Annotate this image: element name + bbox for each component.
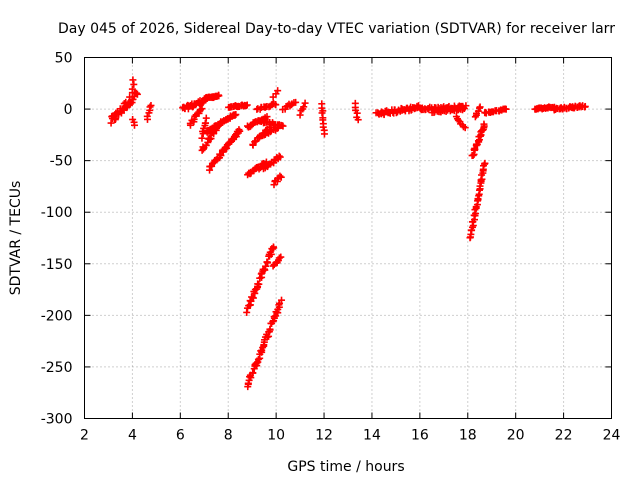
data-point: [275, 254, 283, 262]
chart-title: Day 045 of 2026, Sidereal Day-to-day VTE…: [58, 21, 615, 37]
grid: [84, 57, 612, 419]
data-point: [129, 76, 137, 84]
data-point: [215, 92, 223, 100]
data-point: [255, 280, 263, 288]
data-point: [244, 380, 252, 388]
data-point: [197, 106, 205, 114]
data-point: [481, 159, 489, 167]
y-tick-label: 50: [55, 51, 73, 67]
data-point: [278, 296, 286, 304]
x-tick-label: 10: [267, 428, 285, 444]
x-tick-label: 22: [555, 428, 573, 444]
data-point: [202, 114, 210, 122]
data-point: [277, 253, 285, 261]
data-point: [296, 111, 304, 119]
data-point: [274, 124, 282, 132]
data-point: [249, 369, 257, 377]
x-tick-label: 16: [411, 428, 429, 444]
data-point: [133, 90, 141, 98]
plot-frame: [84, 57, 612, 419]
data-point: [276, 172, 284, 180]
data-point: [292, 98, 300, 106]
data-point: [300, 103, 308, 111]
x-tick-label: 6: [176, 428, 185, 444]
data-point: [198, 134, 206, 142]
data-points: [107, 76, 589, 391]
data-point: [214, 121, 222, 129]
x-tick-label: 18: [459, 428, 477, 444]
data-point: [147, 101, 155, 109]
data-point: [266, 326, 274, 334]
data-point: [198, 105, 206, 113]
data-point: [467, 226, 475, 234]
y-tick-label: -200: [41, 308, 73, 324]
data-point: [476, 103, 484, 111]
data-point: [502, 105, 510, 113]
data-point: [236, 127, 244, 135]
data-point: [254, 355, 262, 363]
y-tick-label: -50: [50, 154, 73, 170]
data-point: [130, 121, 138, 129]
data-point: [107, 119, 115, 127]
x-tick-label: 4: [128, 428, 137, 444]
data-point: [480, 120, 488, 128]
data-point: [243, 101, 251, 109]
data-point: [249, 294, 257, 302]
x-tick-label: 14: [363, 428, 381, 444]
data-point: [272, 101, 280, 109]
data-point: [459, 106, 467, 114]
data-point: [276, 153, 284, 161]
data-point: [263, 258, 271, 266]
data-point: [301, 99, 309, 107]
y-tick-label: -250: [41, 360, 73, 376]
data-point: [275, 152, 283, 160]
data-point: [471, 146, 479, 154]
data-point: [269, 243, 277, 251]
data-point: [279, 122, 287, 130]
data-point: [232, 111, 240, 119]
x-tick-label: 12: [315, 428, 333, 444]
y-tick-label: -300: [41, 412, 73, 428]
y-tick-label: 0: [64, 102, 73, 118]
x-tick-label: 2: [80, 428, 89, 444]
axis-ticks: 2 4 6 8 10 12 14 16 18 20 22 24500-50-100-150-200-2…: [41, 51, 621, 444]
data-point: [128, 85, 136, 93]
data-point: [277, 173, 285, 181]
x-tick-label: 8: [224, 428, 233, 444]
data-point: [320, 130, 328, 138]
data-point: [581, 102, 589, 110]
x-tick-label: 20: [507, 428, 525, 444]
y-tick-label: -100: [41, 205, 73, 221]
data-point: [354, 116, 362, 124]
y-axis-label: SDTVAR / TECUs: [8, 181, 24, 296]
data-point: [461, 124, 469, 132]
data-point: [274, 87, 282, 95]
data-point: [231, 111, 239, 119]
data-point: [130, 80, 138, 88]
x-axis-label: GPS time / hours: [287, 459, 404, 475]
data-point: [146, 103, 154, 111]
x-tick-label: 24: [603, 428, 621, 444]
data-point: [270, 181, 278, 189]
data-point: [462, 102, 470, 110]
data-point: [247, 374, 255, 382]
y-tick-label: -150: [41, 257, 73, 273]
